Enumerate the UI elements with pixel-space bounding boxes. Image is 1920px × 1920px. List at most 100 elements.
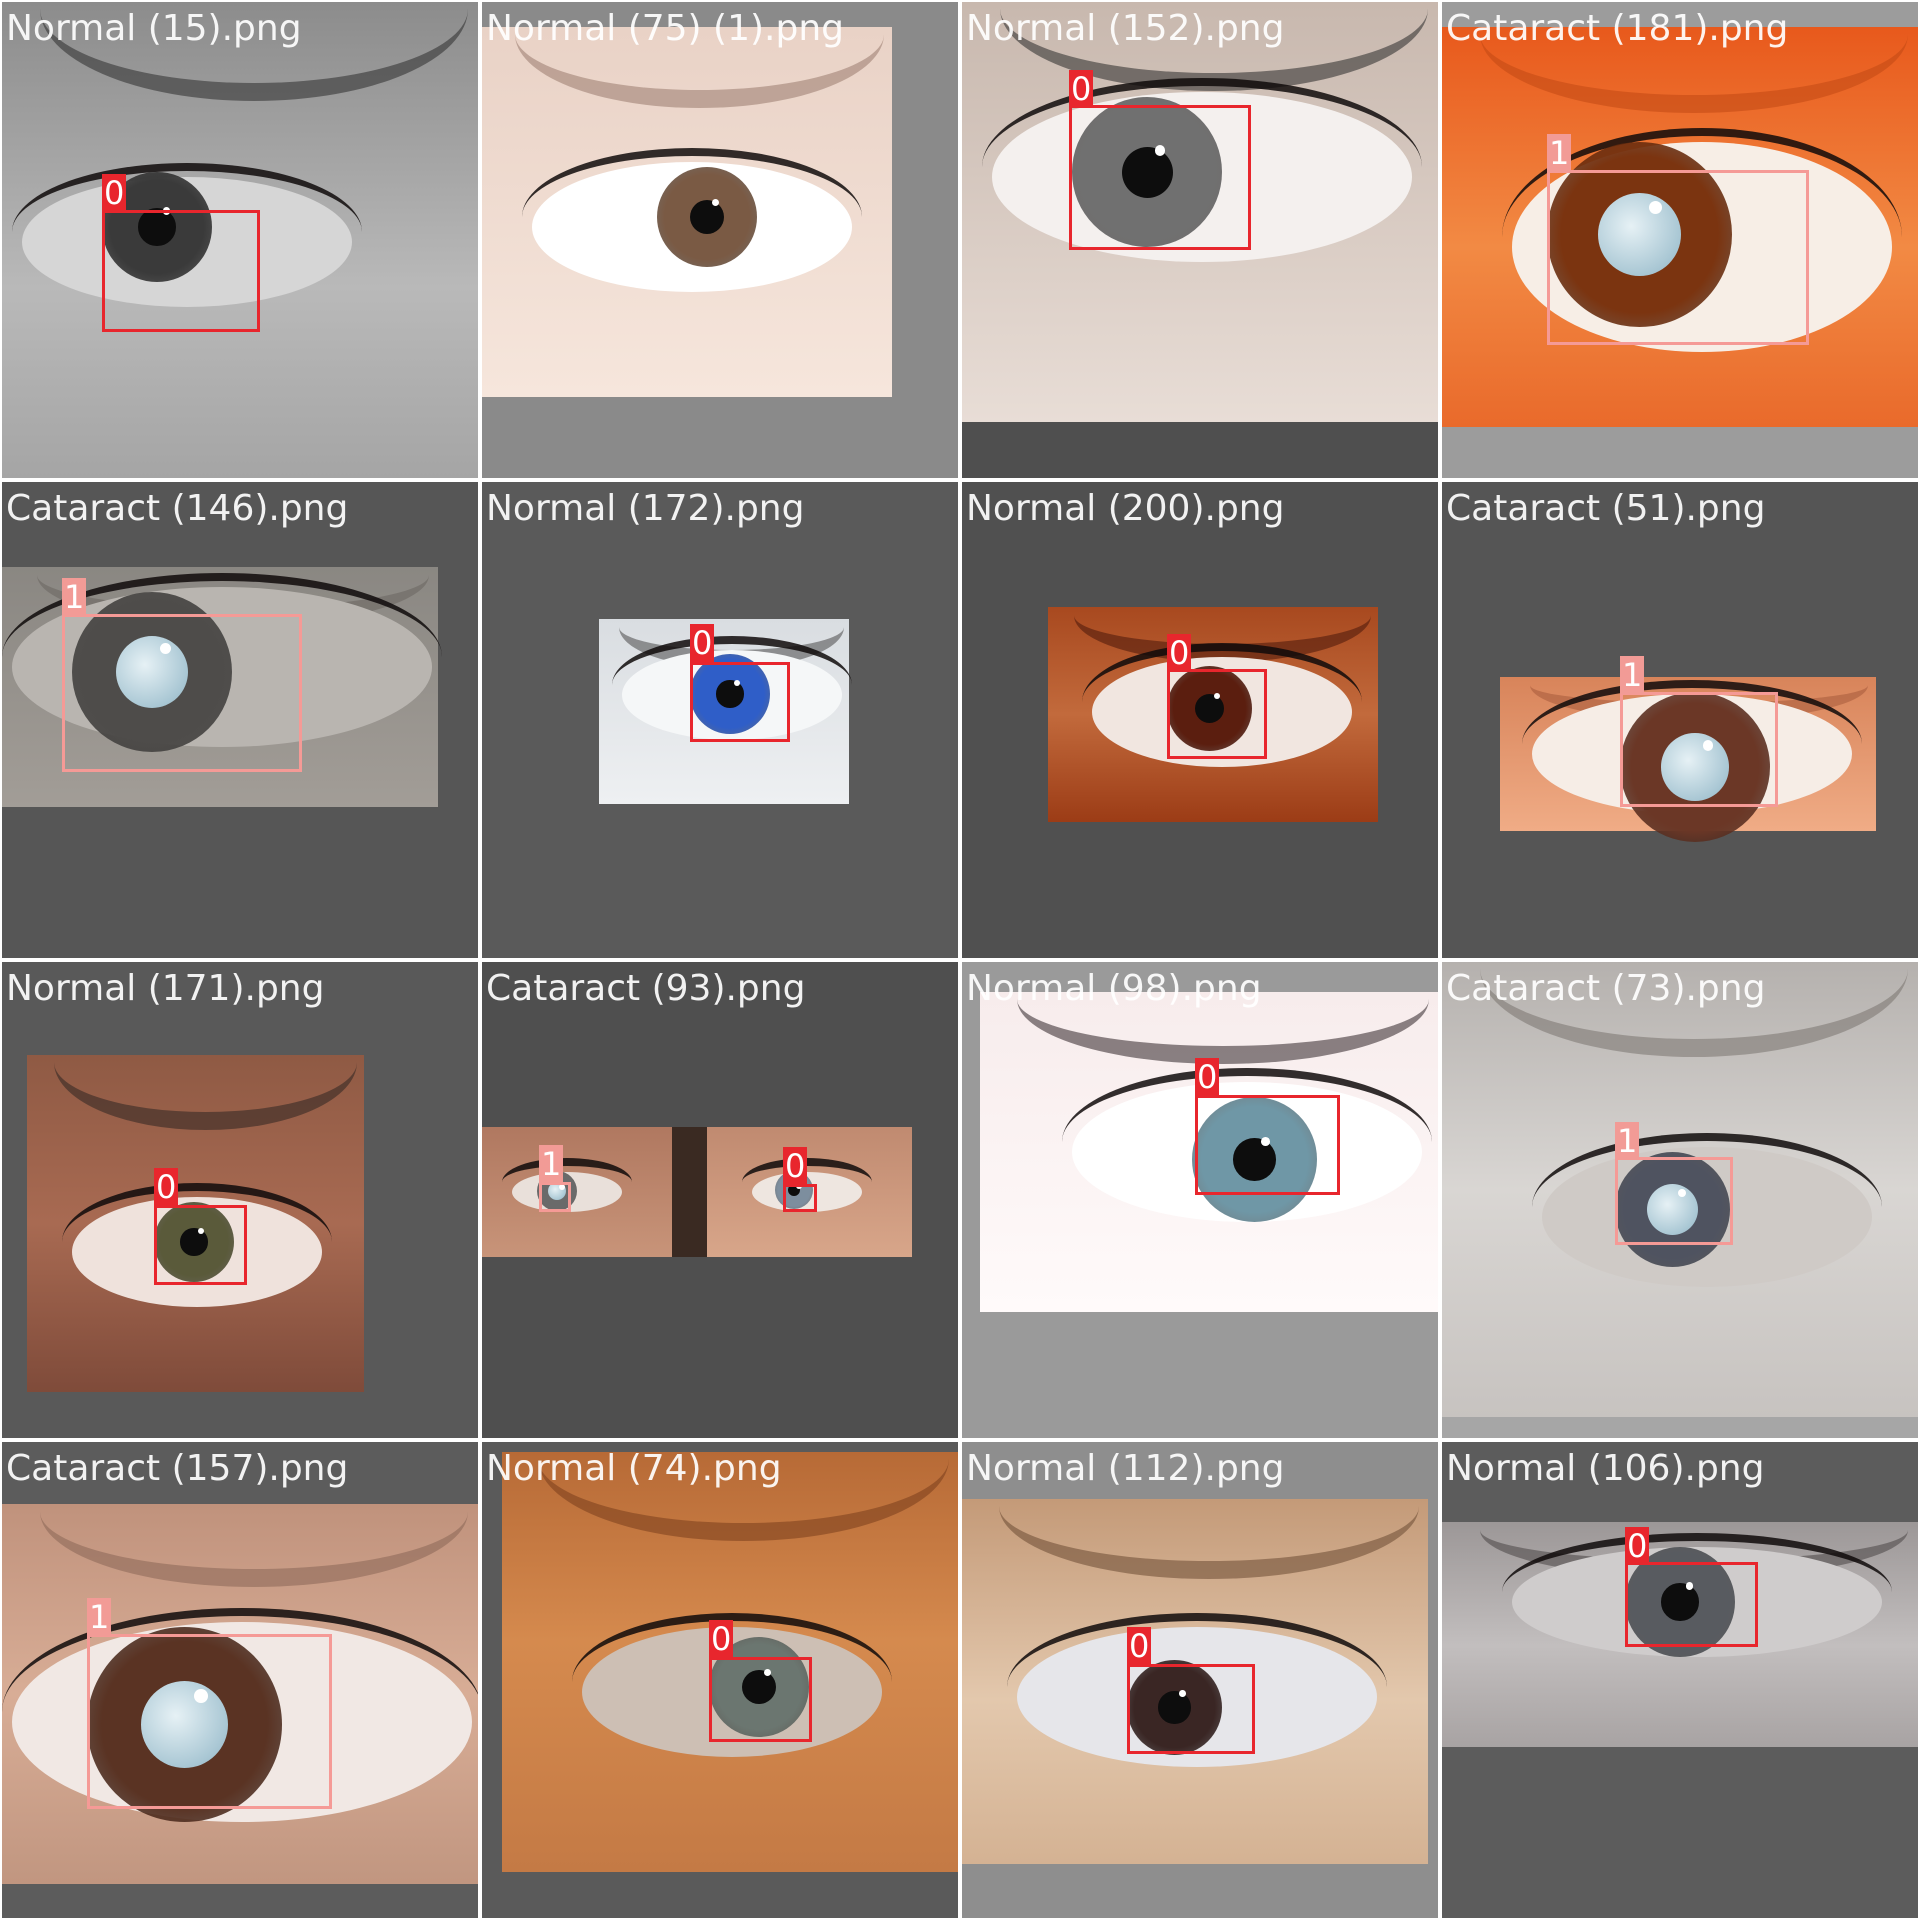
image-tile[interactable]: 0 Normal (171).png (2, 962, 478, 1438)
eyelash-line (522, 148, 862, 286)
tile-caption: Cataract (93).png (486, 968, 806, 1009)
tile-caption: Cataract (157).png (6, 1448, 349, 1489)
class-label: 1 (87, 1598, 112, 1636)
image-tile[interactable]: 1 Cataract (181).png (1442, 2, 1918, 478)
eyebrow (999, 1499, 1419, 1580)
tile-caption: Normal (15).png (6, 8, 302, 49)
detection-box (1127, 1664, 1255, 1754)
detection-box (154, 1205, 247, 1285)
eyelash-line (572, 1613, 892, 1751)
tile-caption: Normal (152).png (966, 8, 1285, 49)
tile-caption: Cataract (73).png (1446, 968, 1766, 1009)
detection-box (1615, 1157, 1733, 1245)
detection-box (1620, 692, 1778, 807)
class-label: 0 (1167, 634, 1192, 672)
tile-caption: Normal (75) (1).png (486, 8, 844, 49)
tile-caption: Normal (98).png (966, 968, 1262, 1009)
class-label: 0 (1127, 1627, 1152, 1665)
tile-caption: Cataract (146).png (6, 488, 349, 529)
light-reflection (734, 679, 740, 686)
face-right (707, 1127, 912, 1257)
eyebrow (53, 1055, 358, 1131)
image-tile[interactable]: 0 Normal (106).png (1442, 1442, 1918, 1918)
tile-caption: Normal (171).png (6, 968, 325, 1009)
detection-box (87, 1634, 332, 1809)
detection-box (102, 210, 260, 332)
class-label: 0 (1195, 1058, 1220, 1096)
image-tile[interactable]: 0 Normal (15).png (2, 2, 478, 478)
eyelash-line (1522, 680, 1862, 808)
image-tile[interactable]: 0 Normal (200).png (962, 482, 1438, 958)
light-reflection (712, 199, 719, 206)
pupil (1661, 1583, 1699, 1621)
image-tile[interactable]: 0 Normal (172).png (482, 482, 958, 958)
image-tile[interactable]: 0 Normal (98).png (962, 962, 1438, 1438)
light-reflection (1648, 201, 1662, 215)
image-tile[interactable]: 1 0 Cataract (93).png (482, 962, 958, 1438)
tile-caption: Normal (200).png (966, 488, 1285, 529)
eyelash-line (1502, 1533, 1892, 1651)
light-reflection (194, 1689, 208, 1704)
class-label: 1 (62, 578, 87, 616)
detection-box (783, 1184, 817, 1212)
face-left (482, 1127, 672, 1257)
class-label: 1 (539, 1145, 564, 1183)
eyelash-line (1007, 1613, 1387, 1761)
light-reflection (559, 1183, 565, 1190)
tile-caption: Cataract (51).png (1446, 488, 1766, 529)
tile-caption: Normal (74).png (486, 1448, 782, 1489)
image-tile[interactable]: 0 Normal (74).png (482, 1442, 958, 1918)
detection-box (1195, 1095, 1340, 1195)
class-label: 0 (102, 174, 127, 212)
class-label: 0 (709, 1620, 734, 1658)
cataract-opacity (140, 1680, 229, 1769)
light-reflection (1154, 145, 1165, 156)
detection-box (1069, 105, 1251, 250)
pupil (1233, 1138, 1276, 1181)
image-tile[interactable]: 1 Cataract (157).png (2, 1442, 478, 1918)
eyelash-line (1062, 1068, 1432, 1216)
light-reflection (198, 1227, 204, 1234)
pupil (1121, 146, 1173, 198)
light-reflection (1702, 740, 1713, 751)
pupil (1158, 1691, 1191, 1724)
class-label: 0 (1625, 1527, 1650, 1565)
eyelash-line (502, 1158, 632, 1206)
pupil (1195, 694, 1224, 723)
cataract-opacity (116, 636, 188, 708)
class-label: 0 (1069, 70, 1094, 108)
light-reflection (764, 1669, 771, 1676)
cataract-opacity (1661, 733, 1729, 801)
eyelash-line (982, 78, 1422, 256)
class-label: 1 (1547, 134, 1572, 172)
image-tile[interactable]: Normal (75) (1).png (482, 2, 958, 478)
pupil (138, 208, 176, 246)
pupil (742, 1670, 776, 1704)
light-reflection (1213, 693, 1220, 700)
tile-caption: Normal (172).png (486, 488, 805, 529)
light-reflection (160, 643, 172, 655)
image-tile[interactable]: 0 Normal (112).png (962, 1442, 1438, 1918)
detection-box (1167, 669, 1267, 759)
image-tile[interactable]: 1 Cataract (146).png (2, 482, 478, 958)
image-tile[interactable]: 1 Cataract (73).png (1442, 962, 1918, 1438)
image-tile[interactable]: 1 Cataract (51).png (1442, 482, 1918, 958)
eyelash-line (12, 163, 362, 301)
light-reflection (1260, 1137, 1270, 1146)
eyelash-line (1532, 1133, 1882, 1281)
eyelash-line (2, 573, 442, 741)
image-tile[interactable]: 0 Normal (152).png (962, 2, 1438, 478)
light-reflection (1179, 1690, 1186, 1698)
eyelash-line (1502, 128, 1902, 346)
detection-box (709, 1657, 812, 1742)
class-label: 1 (1615, 1122, 1640, 1160)
detection-box (539, 1182, 571, 1212)
tile-caption: Cataract (181).png (1446, 8, 1789, 49)
detection-box (62, 614, 302, 772)
hair-gap (672, 1127, 707, 1257)
detection-box (1547, 170, 1809, 345)
tile-caption: Normal (112).png (966, 1448, 1285, 1489)
detection-box (690, 662, 790, 742)
eyelash-line (612, 636, 852, 734)
